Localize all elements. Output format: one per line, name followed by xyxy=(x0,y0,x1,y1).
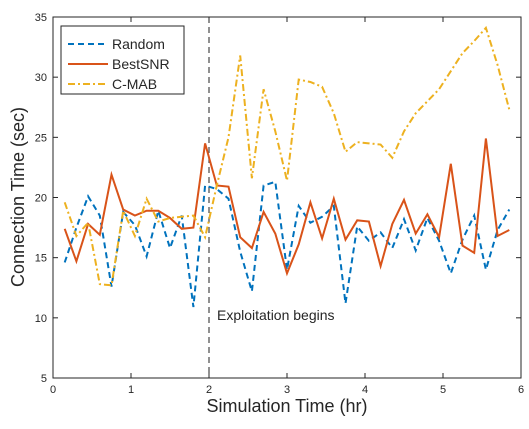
y-tick-label: 25 xyxy=(35,132,47,144)
x-tick-label: 5 xyxy=(440,384,446,396)
legend-label: Random xyxy=(112,36,165,52)
series-line xyxy=(63,25,511,287)
x-tick-label: 2 xyxy=(206,384,212,396)
x-tick-label: 4 xyxy=(362,384,368,396)
legend-box xyxy=(60,25,185,95)
y-tick-label: 10 xyxy=(35,313,47,325)
annotation: Exploitation begins xyxy=(217,307,335,323)
y-tick-label: 5 xyxy=(41,373,47,385)
x-tick-label: 3 xyxy=(284,384,290,396)
legend-label: BestSNR xyxy=(112,56,170,72)
axes-box xyxy=(52,16,522,379)
y-tick-label: 30 xyxy=(35,72,47,84)
y-axis-label: Connection Time (sec) xyxy=(8,107,28,287)
y-tick-label: 15 xyxy=(35,253,47,265)
series-line xyxy=(63,138,510,277)
y-tick-label: 35 xyxy=(35,12,47,24)
x-tick-label: 0 xyxy=(50,384,56,396)
x-tick-label: 6 xyxy=(518,384,524,396)
x-tick-label: 1 xyxy=(128,384,134,396)
y-tick-label: 20 xyxy=(35,193,47,205)
x-axis-label: Simulation Time (hr) xyxy=(206,396,367,416)
legend-label: C-MAB xyxy=(112,76,157,92)
legend: Random BestSNR C-MAB xyxy=(60,25,185,95)
